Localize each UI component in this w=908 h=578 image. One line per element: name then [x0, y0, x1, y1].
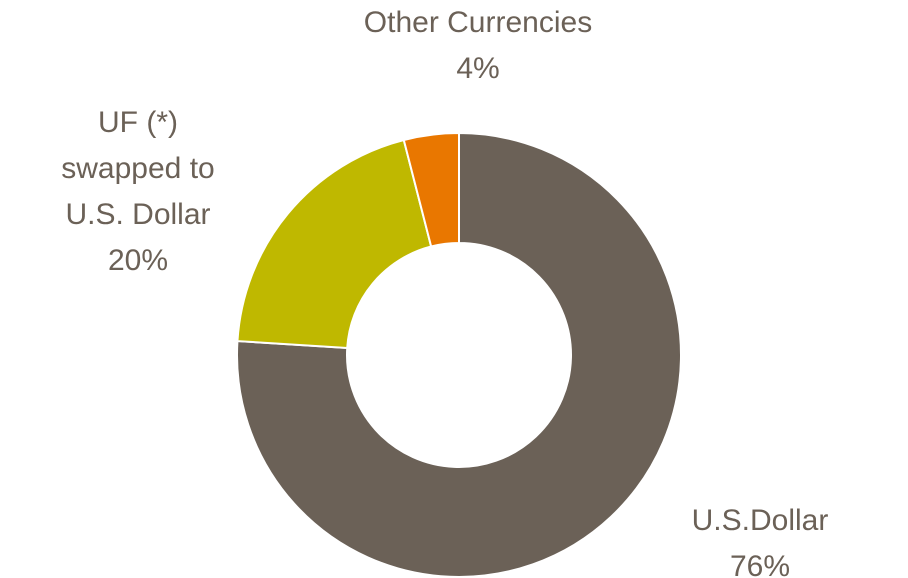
donut-slice — [236, 138, 433, 350]
slice-label: Other Currencies — [364, 6, 592, 39]
value-label: 4% — [456, 52, 499, 85]
slice-label: U.S.Dollar — [692, 504, 829, 537]
value-label: 76% — [730, 550, 790, 578]
value-label: 20% — [108, 244, 168, 277]
slice-label: UF (*) swapped to U.S. Dollar — [61, 106, 214, 231]
donut-slice — [402, 131, 460, 248]
donut-slice — [236, 131, 682, 578]
